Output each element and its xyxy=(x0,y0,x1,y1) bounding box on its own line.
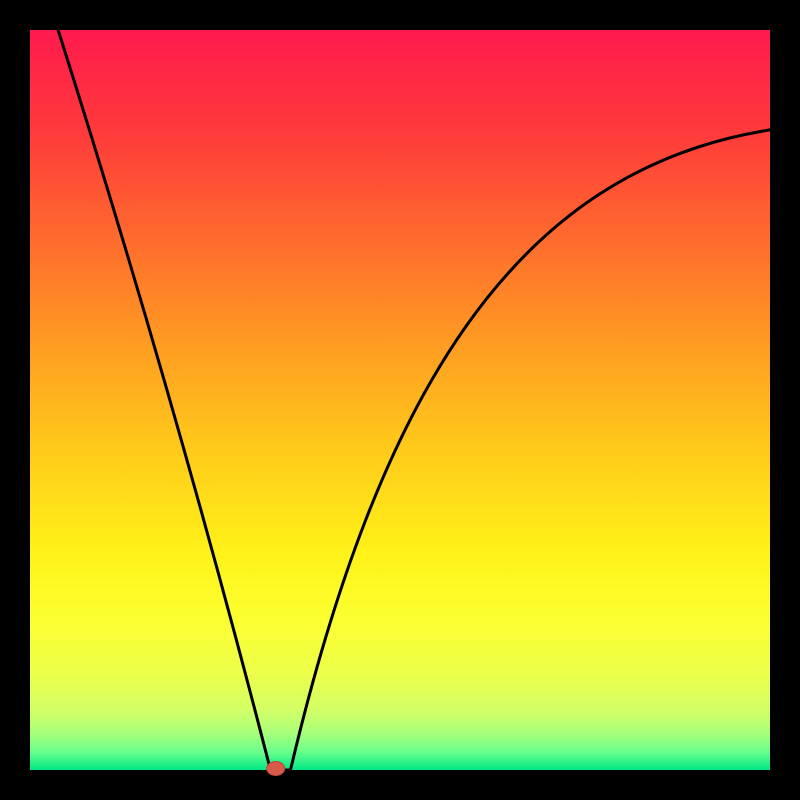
plot-area xyxy=(30,30,770,770)
bottleneck-chart xyxy=(0,0,800,800)
optimal-point-marker xyxy=(267,762,285,776)
chart-stage: TheBottleneck.com xyxy=(0,0,800,800)
